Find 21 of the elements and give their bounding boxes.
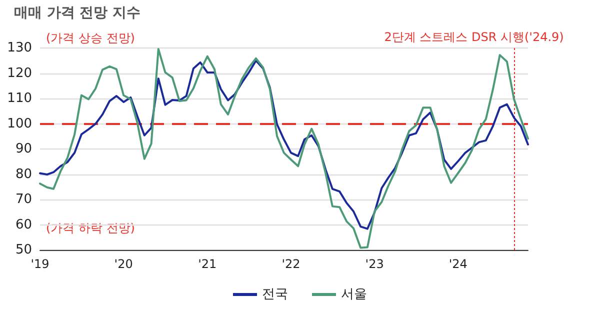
y-tick-label: 70: [15, 192, 32, 207]
y-tick-label: 90: [15, 142, 32, 156]
chart-title: 매매 가격 전망 지수: [14, 5, 141, 21]
legend-label: 전국: [262, 287, 288, 302]
legend-label: 서울: [341, 287, 367, 302]
y-tick-label: 120: [7, 66, 32, 81]
x-tick-label: '21: [198, 257, 217, 271]
x-tick-label: '22: [282, 257, 300, 271]
y-tick-label: 60: [15, 217, 32, 232]
text: (가격 상승 전망): [46, 31, 135, 45]
line-series: [39, 48, 529, 249]
x-tick-label: '24: [448, 257, 468, 271]
x-tick-label: '20: [114, 257, 133, 271]
y-tick-label: 130: [7, 40, 32, 56]
y-tick-label: 110: [7, 91, 32, 106]
y-tick-label: 50: [15, 242, 32, 258]
ref-line-label: 2단계 스트레스 DSR 시행('24.9): [384, 30, 564, 44]
x-tick-label: '23: [365, 257, 384, 271]
y-tick-label: 80: [15, 166, 32, 182]
x-tick-label: '19: [30, 257, 50, 271]
y-tick-label: 100: [7, 116, 32, 132]
